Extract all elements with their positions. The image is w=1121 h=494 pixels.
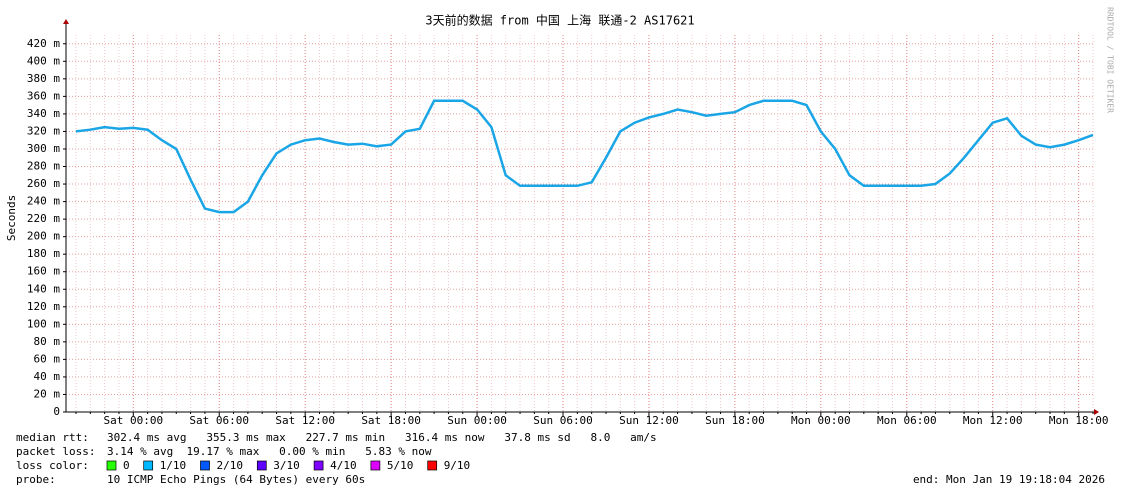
median-line <box>75 99 1094 214</box>
y-tick-label: 60 m <box>34 352 61 365</box>
legend-swatch <box>143 460 154 471</box>
x-tick-label: Sun 18:00 <box>705 414 765 427</box>
end-time: end: Mon Jan 19 19:18:04 2026 <box>913 473 1105 486</box>
x-tick-label: Mon 06:00 <box>877 414 937 427</box>
x-tick-label: Sat 06:00 <box>189 414 249 427</box>
y-tick-label: 120 m <box>27 300 60 313</box>
legend-label: 0 <box>123 459 130 472</box>
y-arrow <box>63 19 69 24</box>
y-tick-label: 40 m <box>34 370 61 383</box>
legend-swatch <box>200 460 210 471</box>
x-tick-label: Mon 12:00 <box>963 414 1023 427</box>
x-tick-label: Sat 00:00 <box>103 414 163 427</box>
y-tick-label: 260 m <box>27 177 60 190</box>
legend-label: 1/10 <box>160 459 187 472</box>
x-tick-label: Sun 00:00 <box>447 414 507 427</box>
x-tick-label: Sun 12:00 <box>619 414 679 427</box>
y-tick-label: 360 m <box>27 89 60 102</box>
x-tick-label: Mon 18:00 <box>1049 414 1109 427</box>
y-tick-label: 340 m <box>27 107 60 120</box>
probe-text: 10 ICMP Echo Pings (64 Bytes) every 60s <box>107 473 365 486</box>
y-tick-label: 320 m <box>27 124 60 137</box>
y-axis-label: Seconds <box>5 195 18 241</box>
stat-label: median rtt: <box>16 431 89 444</box>
y-tick-label: 220 m <box>27 212 60 225</box>
y-tick-label: 80 m <box>34 335 61 348</box>
chart-title: 3天前的数据 from 中国 上海 联通-2 AS17621 <box>425 13 694 28</box>
legend-swatch <box>370 460 381 471</box>
y-tick-label: 200 m <box>27 230 60 243</box>
x-tick-label: Sat 12:00 <box>275 414 335 427</box>
stat-text: 302.4 ms avg 355.3 ms max 227.7 ms min 3… <box>107 431 657 444</box>
x-tick-label: Sun 06:00 <box>533 414 593 427</box>
probe-label: probe: <box>16 473 56 486</box>
footer: median rtt: 302.4 ms avg 355.3 ms max 227… <box>16 431 1105 486</box>
y-tick-label: 280 m <box>27 160 60 173</box>
legend-label: 2/10 <box>217 459 244 472</box>
y-tick-label: 20 m <box>34 387 61 400</box>
y-tick-label: 100 m <box>27 317 60 330</box>
legend-label: 3/10 <box>273 459 300 472</box>
legend-swatch <box>106 460 117 471</box>
y-tick-label: 240 m <box>27 195 60 208</box>
legend-swatch <box>313 460 324 471</box>
legend-swatch <box>256 460 267 471</box>
y-tick-label: 160 m <box>27 265 60 278</box>
legend-label: 4/10 <box>330 459 357 472</box>
stat-text: 3.14 % avg 19.17 % max 0.00 % min 5.83 %… <box>107 445 432 458</box>
y-tick-label: 400 m <box>27 54 60 67</box>
plot <box>75 99 1094 214</box>
stat-label: packet loss: <box>16 445 95 458</box>
y-tick-label: 300 m <box>27 142 60 155</box>
y-tick-label: 420 m <box>27 37 60 50</box>
x-arrow <box>1094 409 1099 415</box>
x-tick-label: Mon 00:00 <box>791 414 851 427</box>
watermark: RRDTOOL / TOBI OETIKER <box>1106 7 1115 113</box>
y-tick-label: 180 m <box>27 247 60 260</box>
y-tick-label: 380 m <box>27 72 60 85</box>
y-tick-label: 140 m <box>27 282 60 295</box>
loss-color-label: loss color: <box>16 459 89 472</box>
legend-swatch <box>427 460 438 471</box>
y-tick-label: 0 <box>53 405 60 418</box>
legend-label: 5/10 <box>387 459 414 472</box>
legend-label: 9/10 <box>444 459 471 472</box>
x-tick-label: Sat 18:00 <box>361 414 421 427</box>
